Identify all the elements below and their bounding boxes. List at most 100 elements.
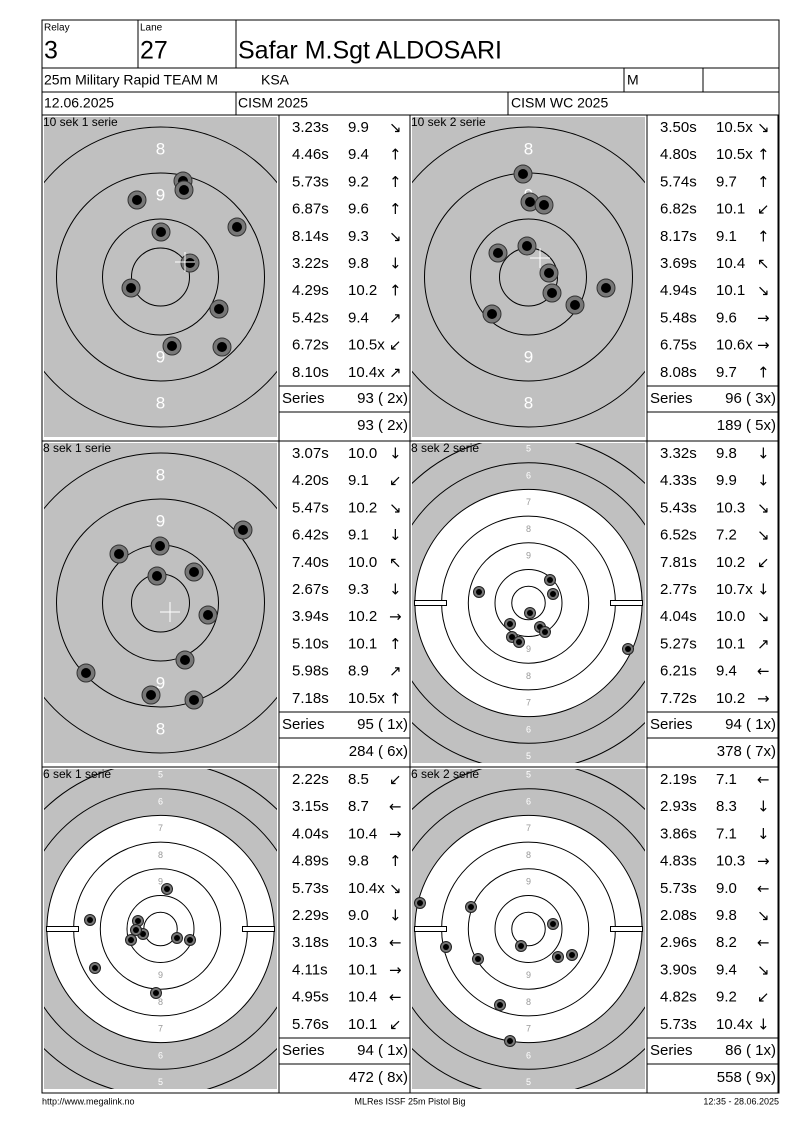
shot-time: 6.72s: [292, 337, 329, 354]
inner-ring: [131, 247, 190, 307]
shot-score: 10.7x: [716, 581, 753, 598]
series-label: Series: [650, 716, 693, 733]
shot-time: 2.93s: [660, 798, 697, 815]
shot-direction: ↓: [389, 581, 402, 599]
ring-label: 9: [156, 185, 165, 204]
running-total: 378 ( 7x): [717, 743, 776, 760]
shot-hole: [482, 304, 502, 324]
shot-hole: [171, 932, 183, 944]
shot-hole: [109, 544, 129, 564]
shot-score: 9.0: [348, 907, 369, 924]
shot-direction: ↑: [389, 852, 402, 870]
ring: [412, 788, 645, 1070]
shot-score: 10.0: [348, 445, 377, 462]
ring-label: 8: [156, 465, 165, 484]
panel: 8 8 9 9 10 sek 1 serie 3.23s 9.9 ↘ 4.46s 9.4 ↑ 5.73…: [42, 115, 411, 442]
shot-direction: ↑: [757, 173, 770, 191]
shot-hole: [151, 222, 171, 242]
shot-hole: [488, 243, 508, 263]
shot-hole: [534, 195, 554, 215]
footer-right: 12:35 - 28.06.2025: [703, 1096, 779, 1106]
shot-hole: [539, 626, 551, 638]
shot-score: 8.5: [348, 771, 369, 788]
shot-time: 5.73s: [292, 173, 329, 190]
shot-direction: ↓: [757, 1015, 770, 1033]
shot-direction: ↓: [389, 907, 402, 925]
shot-hole: [162, 336, 182, 356]
shot-direction: ←: [389, 934, 402, 952]
shot-hole: [76, 663, 96, 683]
shot-score: 7.2: [716, 527, 737, 544]
shot-hole: [472, 953, 484, 965]
shot-direction: ←: [757, 662, 770, 680]
ring: [470, 218, 587, 336]
running-total: 93 ( 2x): [357, 417, 408, 434]
shot-score: 10.1: [348, 961, 377, 978]
ring: [467, 868, 590, 990]
shot-score: 9.1: [716, 228, 737, 245]
ring: [412, 126, 645, 428]
ring-label: 5: [526, 751, 531, 761]
shot-time: 2.67s: [292, 581, 329, 598]
series-title: 10 sek 2 serie: [411, 115, 486, 129]
shot-direction: ↑: [389, 173, 402, 191]
ring-label: 5: [526, 770, 531, 780]
ring-label: 6: [526, 470, 531, 480]
shot-time: 3.86s: [660, 825, 697, 842]
series-title: 6 sek 1 serie: [43, 767, 111, 781]
ring-label: 7: [526, 1024, 531, 1034]
shot-hole: [125, 934, 137, 946]
shot-hole: [544, 574, 556, 586]
shot-direction: ↗: [389, 363, 402, 381]
ring-label: 8: [156, 719, 165, 738]
shot-hole: [539, 263, 559, 283]
shot-direction: ↗: [389, 662, 402, 680]
ring-label: 8: [526, 850, 531, 860]
shot-time: 4.20s: [292, 472, 329, 489]
shot-direction: ↓: [757, 798, 770, 816]
shot-score: 10.2: [716, 554, 745, 571]
shot-time: 4.89s: [292, 853, 329, 870]
series-score: 94 ( 1x): [725, 716, 776, 733]
shot-hole: [566, 949, 578, 961]
shot-hole: [547, 918, 559, 930]
ring-label: 9: [526, 970, 531, 980]
shot-score: 9.3: [348, 581, 369, 598]
shot-direction: ↙: [757, 200, 770, 218]
shot-time: 8.08s: [660, 364, 697, 381]
shot-direction: ↓: [389, 255, 402, 273]
shot-direction: ↙: [389, 1015, 402, 1033]
ring-label: 5: [158, 770, 163, 780]
relay-label: Relay: [44, 23, 70, 34]
shot-score: 10.5x: [716, 119, 753, 136]
shot-time: 2.19s: [660, 771, 697, 788]
shot-time: 3.22s: [292, 255, 329, 272]
shot-score: 10.0: [716, 608, 745, 625]
ring-label: 8: [526, 671, 531, 681]
side-bar: [414, 600, 447, 606]
shot-score: 10.5x: [716, 146, 753, 163]
shooter-name: Safar M.Sgt ALDOSARI: [238, 37, 502, 65]
ring-label: 9: [156, 673, 165, 692]
shot-time: 3.32s: [660, 445, 697, 462]
running-total: 189 ( 5x): [717, 417, 776, 434]
ring-label: 9: [524, 347, 533, 366]
ring: [56, 172, 265, 382]
shot-direction: ↘: [389, 879, 402, 897]
shot-score: 9.4: [348, 309, 369, 326]
shot-time: 4.29s: [292, 282, 329, 299]
ring-label: 7: [526, 698, 531, 708]
shot-score: 10.1: [716, 635, 745, 652]
shot-direction: ↓: [757, 825, 770, 843]
shot-time: 3.50s: [660, 119, 697, 136]
shot-hole: [596, 278, 616, 298]
event: 25m Military Rapid TEAM M: [44, 72, 218, 88]
shot-score: 10.1: [716, 282, 745, 299]
shot-direction: →: [757, 689, 770, 707]
series-label: Series: [650, 1042, 693, 1059]
shot-time: 5.10s: [292, 635, 329, 652]
target-background: [44, 117, 277, 437]
shot-score: 9.7: [716, 364, 737, 381]
panel: 5 5 6 6 7 7 8 8 9 9 8 sek 2 serie 3.32s 9.8 ↓ 4.33s 9.9…: [410, 441, 779, 768]
